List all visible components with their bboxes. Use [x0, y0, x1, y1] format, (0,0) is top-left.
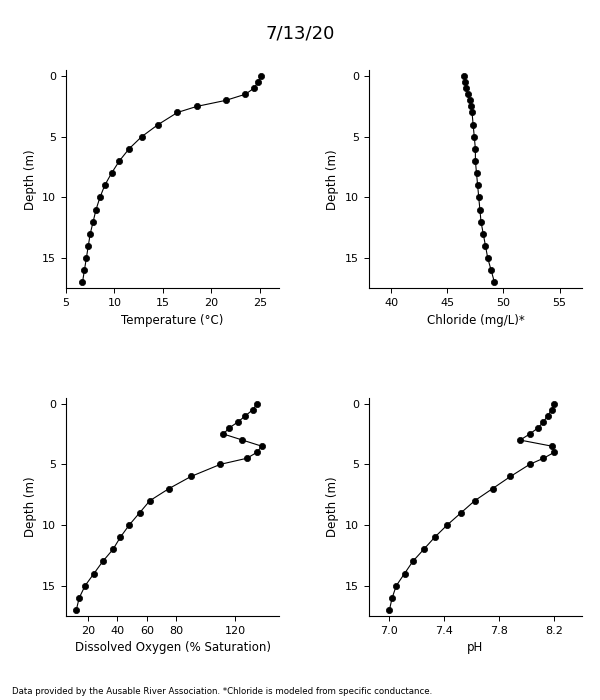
Y-axis label: Depth (m): Depth (m)	[326, 477, 340, 537]
X-axis label: Dissolved Oxygen (% Saturation): Dissolved Oxygen (% Saturation)	[74, 641, 271, 654]
Y-axis label: Depth (m): Depth (m)	[24, 477, 37, 537]
X-axis label: Temperature (°C): Temperature (°C)	[121, 314, 224, 327]
Text: 7/13/20: 7/13/20	[265, 25, 335, 43]
X-axis label: pH: pH	[467, 641, 484, 654]
X-axis label: Chloride (mg/L)*: Chloride (mg/L)*	[427, 314, 524, 327]
Y-axis label: Depth (m): Depth (m)	[326, 149, 340, 209]
Y-axis label: Depth (m): Depth (m)	[24, 149, 37, 209]
Text: Data provided by the Ausable River Association. *Chloride is modeled from specif: Data provided by the Ausable River Assoc…	[12, 687, 432, 696]
